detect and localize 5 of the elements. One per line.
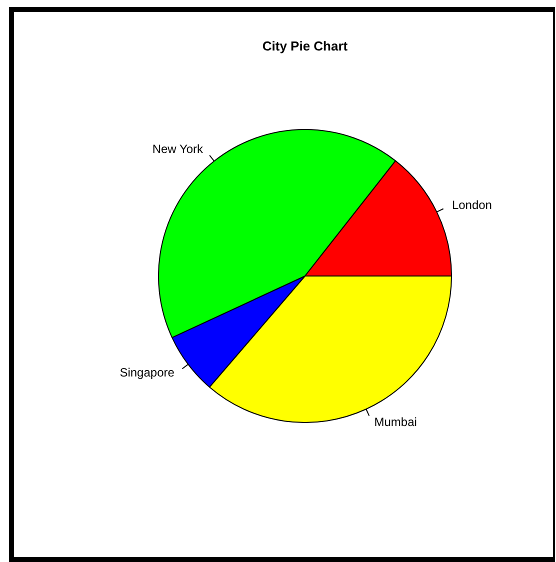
- slice-label: New York: [152, 142, 204, 156]
- slice-label: Singapore: [120, 365, 175, 380]
- slice-label: Mumbai: [374, 414, 417, 429]
- chart-title: City Pie Chart: [262, 38, 348, 54]
- slice-label: London: [452, 198, 492, 212]
